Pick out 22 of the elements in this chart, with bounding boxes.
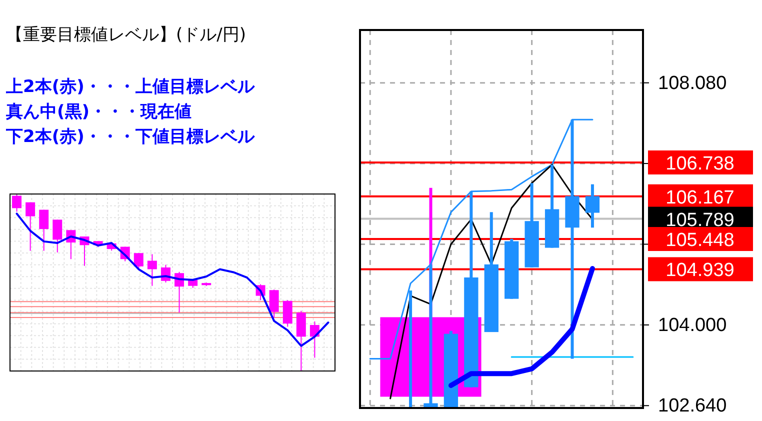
y-tick-label: 104.000 xyxy=(658,315,727,336)
ref-line-label: 105.789 xyxy=(666,210,734,231)
candlestick xyxy=(269,289,279,318)
candlestick xyxy=(26,202,36,252)
text: 真ん中(黒)・・・現在値 xyxy=(5,102,192,122)
candlestick xyxy=(52,219,62,253)
candlestick xyxy=(585,184,600,228)
line-series xyxy=(390,164,594,400)
ref-line-label: 106.738 xyxy=(666,153,734,174)
chart-title: 【重要目標値レベル】(ドル/円) xyxy=(6,25,246,45)
candlestick xyxy=(39,209,49,252)
ref-line-label: 106.167 xyxy=(666,187,734,208)
candlestick xyxy=(134,252,144,269)
candlestick xyxy=(147,254,157,286)
ref-line-label: 105.448 xyxy=(666,230,734,251)
ref-line-label: 104.939 xyxy=(666,260,734,282)
candlestick xyxy=(12,194,22,212)
text: 下2本(赤)・・・下値目標レベル xyxy=(5,127,256,147)
y-tick-label: 102.640 xyxy=(658,396,727,417)
candlestick xyxy=(282,300,292,328)
y-tick-label: 108.080 xyxy=(658,72,727,94)
text: 上2本(赤)・・・上値目標レベル xyxy=(5,77,256,97)
